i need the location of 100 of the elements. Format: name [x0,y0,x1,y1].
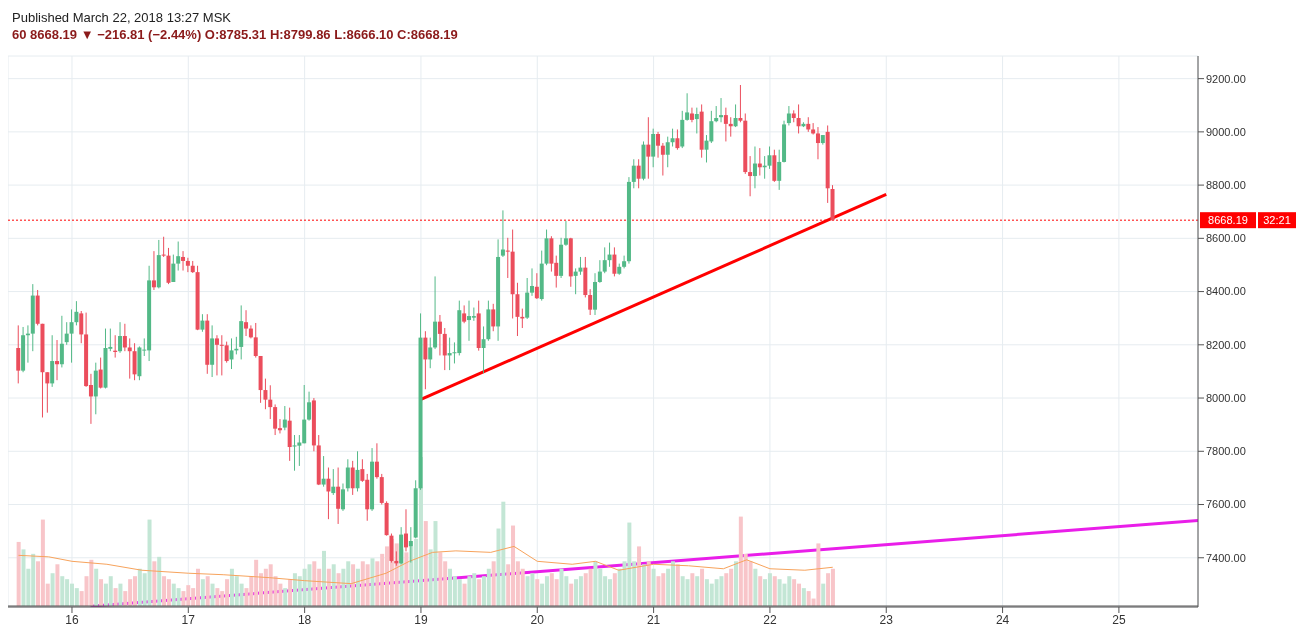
bar [607,579,612,606]
candlestick [331,468,336,496]
candlestick [646,116,651,180]
candlestick [481,325,486,374]
candlestick [505,237,510,279]
bar [690,573,695,606]
y-tick-label: 8600.00 [1206,232,1246,245]
candlestick [59,315,64,368]
candlestick [132,342,137,381]
bar [157,556,162,606]
bar [753,568,758,606]
candlestick [733,103,738,128]
candlestick [268,384,273,420]
candlestick [355,450,360,492]
candlestick [748,155,753,197]
bar [433,521,438,606]
candlestick [151,250,156,291]
bar [307,564,312,606]
bar [331,564,336,606]
bar [656,576,661,606]
candlestick [185,257,190,273]
y-tick-label: 7800.00 [1206,445,1246,458]
candlestick [530,267,535,297]
bar [351,564,356,606]
bar [355,568,360,606]
bar [55,564,60,606]
bar [99,579,104,606]
x-tick-label: 18 [297,612,312,627]
bar [467,576,472,606]
candlestick [588,288,593,316]
candlestick [403,508,408,552]
bar [569,583,574,606]
candlestick [176,241,181,272]
candlestick [307,391,312,422]
candlestick [467,300,472,342]
bar [74,588,79,606]
bar [118,583,123,606]
x-tick-label: 20 [530,612,545,627]
candlestick [660,142,665,177]
bar [530,573,535,606]
bar [724,573,729,606]
candlestick [651,128,656,168]
bar [675,564,680,606]
bar [578,576,583,606]
bar [326,568,331,606]
bar [205,576,210,606]
x-tick-label: 23 [879,612,894,627]
bar [215,588,220,606]
x-tick-label: 19 [414,612,428,627]
bar [462,583,467,606]
candlestick [55,339,60,381]
candlestick [122,323,127,352]
bar [670,561,675,606]
x-tick-label: 22 [763,612,777,627]
bar [641,564,646,606]
candlestick [786,105,791,126]
bar [16,541,21,606]
bar [714,579,719,606]
candlestick [675,128,680,151]
candlestick [374,442,379,480]
candlestick [796,103,801,134]
bar [491,561,496,606]
candlestick [350,460,355,496]
bar [132,576,137,606]
candlestick [253,322,258,359]
bar [21,549,26,606]
candlestick [573,267,578,295]
bar [312,561,317,606]
bar [457,579,462,606]
candlestick [161,236,166,258]
bar [733,561,738,606]
bar [166,579,171,606]
bar [438,552,443,606]
candlestick [340,482,345,512]
candlestick [602,246,607,274]
y-tick-label: 9000.00 [1206,125,1246,138]
text: 32:21 [1263,214,1291,227]
candlestick [500,209,505,258]
candlestick [689,107,694,123]
bar [322,550,327,606]
candlestick [767,146,772,170]
bar [94,568,99,606]
bar [777,579,782,606]
bar [477,579,482,606]
y-tick-label: 8800.00 [1206,179,1246,191]
bar [283,588,288,606]
bar [423,521,428,606]
bar [50,573,55,606]
candlestick [738,84,743,123]
x-tick-label: 17 [181,612,196,627]
bar [816,543,821,606]
bar [60,576,65,606]
candlestick [597,259,602,284]
candlestick [127,337,132,380]
bar [288,579,293,606]
candlestick [282,405,287,431]
candlestick [326,467,331,520]
candlestick [229,337,234,370]
candlestick [273,403,278,436]
candlestick [622,255,627,269]
